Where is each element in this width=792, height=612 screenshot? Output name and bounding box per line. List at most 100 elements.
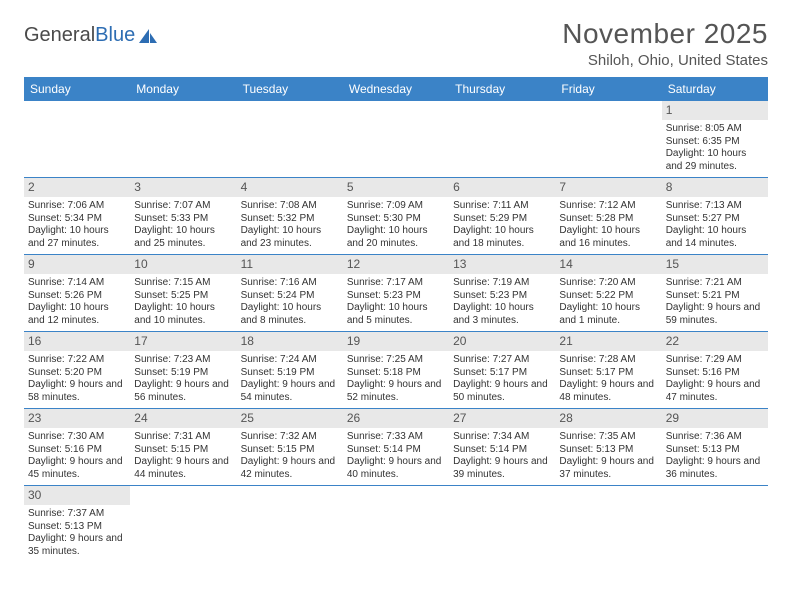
calendar-day: 15Sunrise: 7:21 AMSunset: 5:21 PMDayligh… [662,255,768,331]
month-title: November 2025 [562,18,768,50]
day-number: 24 [130,409,236,428]
day-info: Sunrise: 7:09 AMSunset: 5:30 PMDaylight:… [347,200,445,250]
daylight-text: Daylight: 10 hours and 3 minutes. [453,302,551,327]
day-number: 17 [130,332,236,351]
daylight-text: Daylight: 10 hours and 27 minutes. [28,225,126,250]
day-info: Sunrise: 7:25 AMSunset: 5:18 PMDaylight:… [347,354,445,404]
sunrise-text: Sunrise: 7:34 AM [453,431,551,444]
sunrise-text: Sunrise: 7:11 AM [453,200,551,213]
sunset-text: Sunset: 5:24 PM [241,290,339,303]
sunset-text: Sunset: 5:13 PM [666,444,764,457]
calendar-empty [130,101,236,177]
calendar-grid: SundayMondayTuesdayWednesdayThursdayFrid… [24,77,768,562]
day-info: Sunrise: 7:37 AMSunset: 5:13 PMDaylight:… [28,508,126,558]
sunrise-text: Sunrise: 7:27 AM [453,354,551,367]
sunset-text: Sunset: 5:19 PM [241,367,339,380]
sunrise-text: Sunrise: 7:33 AM [347,431,445,444]
sunrise-text: Sunrise: 7:30 AM [28,431,126,444]
location-text: Shiloh, Ohio, United States [562,52,768,69]
calendar-day: 17Sunrise: 7:23 AMSunset: 5:19 PMDayligh… [130,332,236,408]
sunset-text: Sunset: 5:15 PM [134,444,232,457]
day-header: Saturday [662,77,768,101]
calendar-week: 1Sunrise: 8:05 AMSunset: 6:35 PMDaylight… [24,101,768,178]
calendar-day: 26Sunrise: 7:33 AMSunset: 5:14 PMDayligh… [343,409,449,485]
day-info: Sunrise: 7:29 AMSunset: 5:16 PMDaylight:… [666,354,764,404]
daylight-text: Daylight: 9 hours and 58 minutes. [28,379,126,404]
daylight-text: Daylight: 9 hours and 42 minutes. [241,456,339,481]
sunrise-text: Sunrise: 7:09 AM [347,200,445,213]
calendar-week: 2Sunrise: 7:06 AMSunset: 5:34 PMDaylight… [24,178,768,255]
calendar-week: 23Sunrise: 7:30 AMSunset: 5:16 PMDayligh… [24,409,768,486]
sunrise-text: Sunrise: 7:17 AM [347,277,445,290]
calendar-day: 16Sunrise: 7:22 AMSunset: 5:20 PMDayligh… [24,332,130,408]
calendar-day: 29Sunrise: 7:36 AMSunset: 5:13 PMDayligh… [662,409,768,485]
day-info: Sunrise: 7:17 AMSunset: 5:23 PMDaylight:… [347,277,445,327]
calendar-day: 25Sunrise: 7:32 AMSunset: 5:15 PMDayligh… [237,409,343,485]
day-info: Sunrise: 7:08 AMSunset: 5:32 PMDaylight:… [241,200,339,250]
day-number: 21 [555,332,661,351]
calendar-day: 4Sunrise: 7:08 AMSunset: 5:32 PMDaylight… [237,178,343,254]
daylight-text: Daylight: 10 hours and 23 minutes. [241,225,339,250]
day-number: 27 [449,409,555,428]
calendar-empty [237,486,343,562]
sunset-text: Sunset: 5:20 PM [28,367,126,380]
day-number: 10 [130,255,236,274]
sunset-text: Sunset: 5:21 PM [666,290,764,303]
calendar-day: 22Sunrise: 7:29 AMSunset: 5:16 PMDayligh… [662,332,768,408]
sunset-text: Sunset: 5:30 PM [347,213,445,226]
daylight-text: Daylight: 10 hours and 12 minutes. [28,302,126,327]
day-number: 19 [343,332,449,351]
calendar-day: 13Sunrise: 7:19 AMSunset: 5:23 PMDayligh… [449,255,555,331]
daylight-text: Daylight: 10 hours and 14 minutes. [666,225,764,250]
sunrise-text: Sunrise: 7:12 AM [559,200,657,213]
sunrise-text: Sunrise: 7:29 AM [666,354,764,367]
daylight-text: Daylight: 9 hours and 48 minutes. [559,379,657,404]
sunrise-text: Sunrise: 7:32 AM [241,431,339,444]
day-info: Sunrise: 7:07 AMSunset: 5:33 PMDaylight:… [134,200,232,250]
day-header: Wednesday [343,77,449,101]
calendar-empty [555,101,661,177]
daylight-text: Daylight: 9 hours and 40 minutes. [347,456,445,481]
day-info: Sunrise: 7:16 AMSunset: 5:24 PMDaylight:… [241,277,339,327]
daylight-text: Daylight: 9 hours and 45 minutes. [28,456,126,481]
daylight-text: Daylight: 9 hours and 52 minutes. [347,379,445,404]
calendar-empty [343,486,449,562]
title-block: November 2025 Shiloh, Ohio, United State… [562,18,768,69]
day-number: 16 [24,332,130,351]
sunset-text: Sunset: 5:23 PM [453,290,551,303]
day-number: 8 [662,178,768,197]
calendar-day: 9Sunrise: 7:14 AMSunset: 5:26 PMDaylight… [24,255,130,331]
sunrise-text: Sunrise: 7:31 AM [134,431,232,444]
day-number: 6 [449,178,555,197]
daylight-text: Daylight: 9 hours and 35 minutes. [28,533,126,558]
brand-part1: General [24,24,95,47]
day-info: Sunrise: 7:24 AMSunset: 5:19 PMDaylight:… [241,354,339,404]
day-info: Sunrise: 7:30 AMSunset: 5:16 PMDaylight:… [28,431,126,481]
sunrise-text: Sunrise: 7:28 AM [559,354,657,367]
calendar-empty [24,101,130,177]
daylight-text: Daylight: 10 hours and 1 minute. [559,302,657,327]
sunset-text: Sunset: 5:34 PM [28,213,126,226]
calendar-week: 9Sunrise: 7:14 AMSunset: 5:26 PMDaylight… [24,255,768,332]
calendar-day: 11Sunrise: 7:16 AMSunset: 5:24 PMDayligh… [237,255,343,331]
sunrise-text: Sunrise: 8:05 AM [666,123,764,136]
daylight-text: Daylight: 10 hours and 5 minutes. [347,302,445,327]
day-info: Sunrise: 7:34 AMSunset: 5:14 PMDaylight:… [453,431,551,481]
day-info: Sunrise: 7:31 AMSunset: 5:15 PMDaylight:… [134,431,232,481]
day-info: Sunrise: 7:15 AMSunset: 5:25 PMDaylight:… [134,277,232,327]
sunrise-text: Sunrise: 7:19 AM [453,277,551,290]
sunrise-text: Sunrise: 7:20 AM [559,277,657,290]
daylight-text: Daylight: 9 hours and 56 minutes. [134,379,232,404]
day-info: Sunrise: 7:14 AMSunset: 5:26 PMDaylight:… [28,277,126,327]
sunset-text: Sunset: 5:23 PM [347,290,445,303]
day-number: 12 [343,255,449,274]
calendar-day: 24 Sunrise: 7:31 AMSunset: 5:15 PMDayligh… [130,409,236,485]
sunset-text: Sunset: 5:17 PM [453,367,551,380]
calendar-empty [449,101,555,177]
day-info: Sunrise: 7:32 AMSunset: 5:15 PMDaylight:… [241,431,339,481]
day-header-row: SundayMondayTuesdayWednesdayThursdayFrid… [24,77,768,101]
calendar-day: 2Sunrise: 7:06 AMSunset: 5:34 PMDaylight… [24,178,130,254]
calendar-day: 30Sunrise: 7:37 AMSunset: 5:13 PMDayligh… [24,486,130,562]
day-number: 15 [662,255,768,274]
calendar-day: 20Sunrise: 7:27 AMSunset: 5:17 PMDayligh… [449,332,555,408]
